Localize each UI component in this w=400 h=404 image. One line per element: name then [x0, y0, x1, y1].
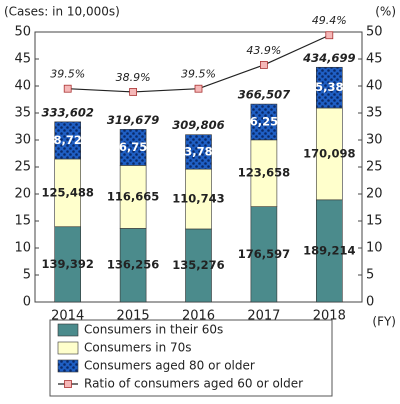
- line-marker: [63, 84, 72, 93]
- data-label: 116,665: [107, 189, 159, 203]
- data-label: 123,658: [238, 166, 290, 180]
- legend-swatch: [57, 359, 79, 373]
- data-label: 63,787: [176, 144, 220, 158]
- y-tick-label: 40: [14, 79, 31, 94]
- line-label: 39.5%: [50, 68, 85, 81]
- y-tick-label: 45: [14, 52, 31, 67]
- bar-segment: [185, 228, 212, 303]
- bar-segment: [250, 103, 278, 141]
- bar-segment: [250, 206, 278, 303]
- data-label: 189,214: [303, 243, 355, 257]
- legend-label: Consumers in their 60s: [84, 323, 223, 337]
- y-axis-label: (Cases: in 10,000s): [4, 5, 120, 19]
- y2-tick-label: 15: [366, 214, 383, 229]
- x-axis-label: (FY): [372, 315, 396, 329]
- legend-box: [49, 319, 333, 397]
- y2-tick-label: 10: [366, 241, 383, 256]
- y-tick-label: 35: [14, 106, 31, 121]
- bar-segment: [119, 165, 147, 229]
- total-label: 333,602: [42, 105, 94, 119]
- line-marker: [129, 88, 138, 96]
- data-label: 66,758: [111, 140, 155, 154]
- x-tick-label: 2018: [313, 309, 346, 324]
- y-tick-label: 20: [14, 187, 31, 202]
- line-marker: [259, 61, 268, 69]
- legend-label: Ratio of consumers aged 60 or older: [84, 377, 303, 391]
- line-marker: [194, 84, 203, 93]
- legend-label: Consumers in 70s: [84, 341, 192, 355]
- y-tick-label: 30: [14, 133, 31, 148]
- y-tick-label: 0: [23, 295, 31, 310]
- data-label: 135,276: [172, 258, 224, 272]
- line-label: 43.9%: [246, 44, 281, 57]
- y-tick-label: 5: [23, 268, 31, 283]
- y2-axis-label: (%): [375, 5, 396, 19]
- bar-segment: [185, 168, 212, 230]
- bar-segment: [54, 226, 82, 303]
- y2-tick-label: 20: [366, 187, 383, 202]
- data-label: 110,743: [172, 192, 224, 206]
- line-marker: [325, 31, 334, 40]
- line-label: 38.9%: [116, 71, 151, 84]
- legend-label: Consumers aged 80 or older: [84, 359, 255, 373]
- x-tick-label: 2014: [51, 309, 84, 324]
- line: [67, 34, 330, 93]
- y2-tick-label: 45: [366, 52, 383, 67]
- bar-segment: [250, 139, 278, 207]
- total-label: 366,507: [238, 88, 290, 102]
- total-label: 319,679: [107, 113, 159, 127]
- bar-segment: [315, 107, 343, 201]
- data-label: 176,597: [238, 247, 290, 261]
- x-tick-label: 2015: [117, 309, 150, 324]
- bar-segment: [54, 158, 82, 228]
- data-label: 66,252: [242, 114, 286, 128]
- total-label: 309,806: [172, 118, 224, 132]
- data-label: 170,098: [303, 146, 355, 160]
- bar-segment: [185, 134, 212, 170]
- x-tick-label: 2017: [247, 309, 280, 324]
- data-label: 136,256: [107, 258, 159, 272]
- x-tick-label: 2016: [182, 309, 215, 324]
- y2-tick-label: 5: [366, 268, 374, 283]
- y2-tick-label: 40: [366, 79, 383, 94]
- line-label: 39.5%: [181, 68, 216, 81]
- y2-tick-label: 35: [366, 106, 383, 121]
- y2-tick-label: 0: [366, 295, 374, 310]
- y-tick-label: 15: [14, 214, 31, 229]
- y2-tick-label: 30: [366, 133, 383, 148]
- total-label: 434,699: [302, 51, 355, 65]
- y-tick-label: 10: [14, 241, 31, 256]
- line-label: 49.4%: [312, 14, 347, 27]
- data-label: 139,392: [42, 257, 94, 271]
- data-label: 75,387: [307, 80, 351, 94]
- legend-marker: [64, 380, 72, 388]
- bar-segment: [54, 121, 82, 160]
- y2-tick-label: 50: [366, 25, 383, 40]
- legend-swatch: [57, 341, 79, 355]
- y-tick-label: 25: [14, 160, 31, 175]
- legend-swatch: [57, 323, 79, 337]
- bar-segment: [119, 129, 147, 166]
- data-label: 125,488: [42, 185, 94, 199]
- bar-segment: [315, 66, 343, 109]
- y-tick-label: 50: [14, 25, 31, 40]
- y2-tick-label: 25: [366, 160, 383, 175]
- bar-segment: [119, 228, 147, 303]
- data-label: 68,722: [46, 133, 90, 147]
